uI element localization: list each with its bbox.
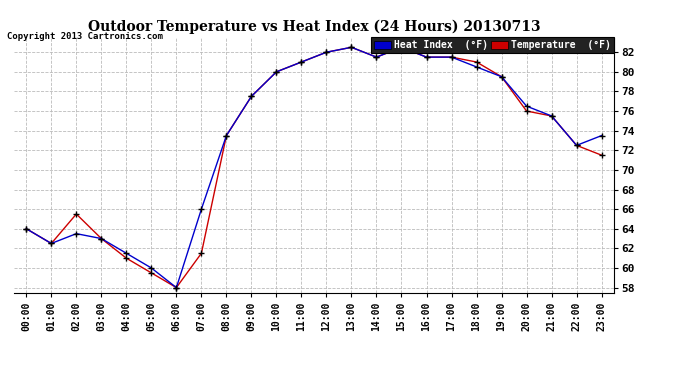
Text: Copyright 2013 Cartronics.com: Copyright 2013 Cartronics.com — [7, 32, 163, 41]
Legend: Heat Index  (°F), Temperature  (°F): Heat Index (°F), Temperature (°F) — [371, 38, 614, 53]
Title: Outdoor Temperature vs Heat Index (24 Hours) 20130713: Outdoor Temperature vs Heat Index (24 Ho… — [88, 19, 540, 33]
